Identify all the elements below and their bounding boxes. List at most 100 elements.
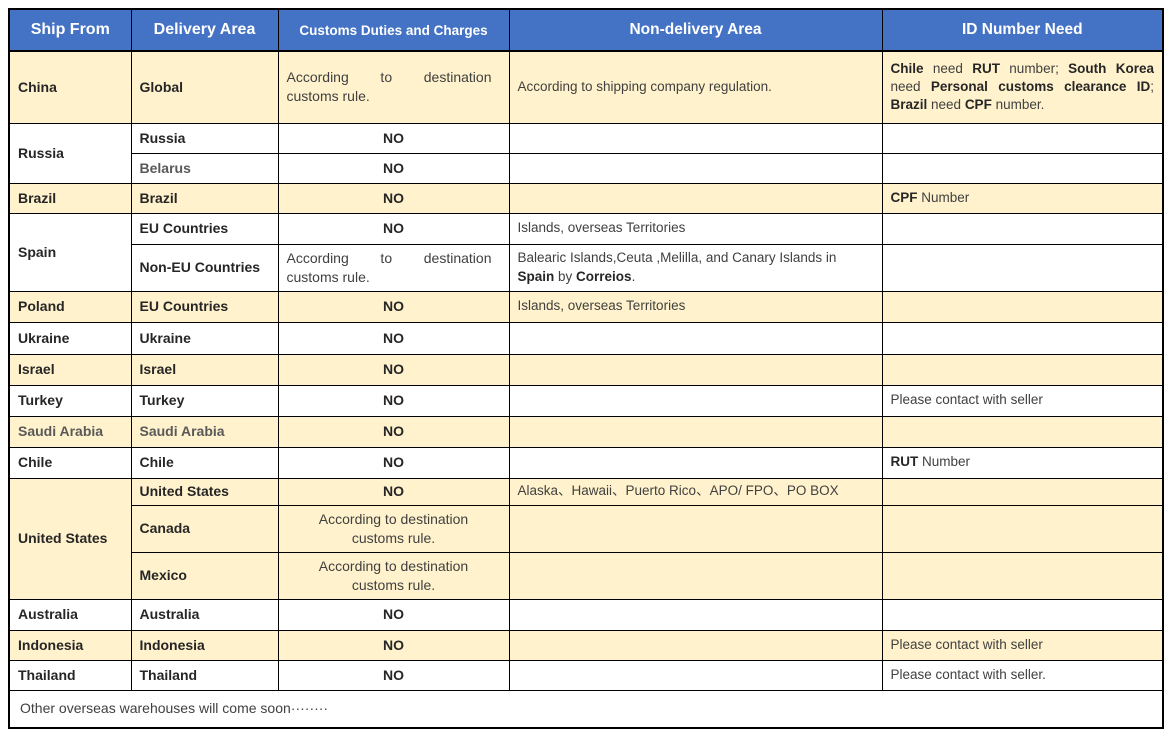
cell-text-bold: CPF <box>964 97 992 113</box>
cell-non-delivery-area <box>508 504 883 553</box>
cell-id-number-need: RUT Number <box>881 446 1164 479</box>
cell-text: Islands, overseas Territories <box>517 298 686 314</box>
cell-customs-duties: NO <box>277 446 510 479</box>
cell-non-delivery-area <box>508 122 883 154</box>
cell-customs-duties: NO <box>277 598 510 631</box>
col-header-id-number-need: ID Number Need <box>881 8 1164 52</box>
cell-text-bold: RUT <box>890 454 919 470</box>
cell-text-bold: Spain <box>517 268 555 284</box>
table-row: Turkey Turkey NO Please contact with seller <box>8 384 1164 417</box>
cell-delivery-area: Indonesia <box>130 629 279 661</box>
table-row: Australia Australia NO <box>8 598 1164 631</box>
cell-id-number-need <box>881 243 1164 292</box>
cell-id-number-need: Please contact with seller. <box>881 659 1164 691</box>
cell-non-delivery-area <box>508 182 883 214</box>
cell-id-number-need <box>881 415 1164 448</box>
cell-non-delivery-area: According to shipping company regulation… <box>508 50 883 124</box>
table-row: Non-EU Countries According to destination… <box>9 243 1164 292</box>
cell-customs-duties: NO <box>277 212 510 245</box>
cell-id-number-need <box>881 353 1164 386</box>
cell-text: number. <box>991 97 1045 113</box>
cell-text: . <box>631 268 636 284</box>
cell-non-delivery-area <box>508 446 883 479</box>
table-row: Mexico According to destination customs r… <box>9 551 1164 600</box>
cell-text-bold: Correios <box>576 268 632 284</box>
cell-text: Number <box>918 454 971 470</box>
cell-non-delivery-area <box>508 598 883 631</box>
cell-non-delivery-area: Alaska、Hawaii、Puerto Rico、APO/ FPO、PO BO… <box>508 477 883 506</box>
cell-id-number-need <box>881 321 1164 355</box>
col-header-ship-from: Ship From <box>8 8 132 52</box>
cell-delivery-area: United States <box>130 477 279 506</box>
cell-non-delivery-area: Islands, overseas Territories <box>508 290 883 323</box>
col-header-delivery-area: Delivery Area <box>130 8 279 52</box>
cell-ship-from: Turkey <box>8 384 132 417</box>
cell-delivery-area: Thailand <box>130 659 279 691</box>
cell-text: need <box>923 60 973 76</box>
cell-customs-duties: According to destination customs rule. <box>277 551 510 600</box>
cell-non-delivery-area <box>508 629 883 661</box>
cell-text: According to shipping company regulation… <box>517 79 772 95</box>
cell-text: Please contact with seller <box>890 636 1043 652</box>
table-row: Brazil Brazil NO CPF Number <box>8 182 1164 214</box>
cell-text: Balearic Islands,Ceuta ,Melilla, and Can… <box>517 250 837 266</box>
cell-text: Please contact with seller. <box>890 666 1046 682</box>
footer-row: Other overseas warehouses will come soon… <box>8 689 1164 729</box>
cell-id-number-need <box>881 290 1164 323</box>
cell-text-bold: Chile <box>890 60 924 76</box>
cell-non-delivery-area <box>508 415 883 448</box>
cell-customs-duties: According to destination customs rule. <box>277 243 510 292</box>
cell-ship-from: Poland <box>8 290 132 323</box>
cell-delivery-area: Saudi Arabia <box>130 415 279 448</box>
cell-non-delivery-area: Islands, overseas Territories <box>508 212 883 245</box>
cell-non-delivery-area <box>508 353 883 386</box>
cell-customs-duties: NO <box>277 122 510 154</box>
cell-text: Alaska、Hawaii、Puerto Rico、APO/ FPO、PO BO… <box>517 483 839 499</box>
cell-delivery-area: Brazil <box>130 182 279 214</box>
shipping-table-wrap: Ship From Delivery Area Customs Duties a… <box>8 8 1164 729</box>
table-row: Spain EU Countries NO Islands, overseas Ter… <box>8 212 1164 292</box>
cell-customs-duties: NO <box>277 353 510 386</box>
cell-customs-duties: NO <box>277 321 510 355</box>
cell-customs-duties: NO <box>277 182 510 214</box>
cell-delivery-area: Russia <box>130 122 279 154</box>
cell-id-number-need <box>881 152 1164 184</box>
cell-text: by <box>554 268 577 284</box>
shipping-table: Ship From Delivery Area Customs Duties a… <box>8 8 1164 729</box>
footer-note: Other overseas warehouses will come soon… <box>8 689 1164 729</box>
table-row: Russia Russia NO <box>8 122 1164 184</box>
cell-customs-duties: NO <box>277 629 510 661</box>
cell-text: According to destination customs rule. <box>286 249 492 285</box>
col-header-non-delivery-area: Non-delivery Area <box>508 8 883 52</box>
cell-ship-from: Indonesia <box>8 629 132 661</box>
cell-ship-from: Ukraine <box>8 321 132 355</box>
table-row: Poland EU Countries NO Islands, overseas Te… <box>8 290 1164 323</box>
cell-text-bold: Brazil <box>890 97 928 113</box>
cell-text: According to destination customs rule. <box>318 510 469 546</box>
cell-delivery-area: Israel <box>130 353 279 386</box>
cell-id-number-need <box>881 122 1164 154</box>
cell-ship-from: Israel <box>8 353 132 386</box>
cell-ship-from: Australia <box>8 598 132 631</box>
cell-non-delivery-area: Balearic Islands,Ceuta ,Melilla, and Can… <box>508 243 883 292</box>
cell-ship-from: China <box>8 50 132 124</box>
cell-text-bold: CPF <box>890 189 918 205</box>
cell-customs-duties: According to destination customs rule. <box>277 504 510 553</box>
cell-non-delivery-area <box>508 551 883 600</box>
table-row: Saudi Arabia Saudi Arabia NO <box>8 415 1164 448</box>
cell-delivery-area: Non-EU Countries <box>130 243 279 292</box>
cell-delivery-area: Chile <box>130 446 279 479</box>
table-row: China Global According to destination cust… <box>8 50 1164 124</box>
cell-customs-duties: NO <box>277 384 510 417</box>
cell-ship-from: Chile <box>8 446 132 479</box>
cell-non-delivery-area <box>508 321 883 355</box>
table-row: Chile Chile NO RUT Number <box>8 446 1164 479</box>
table-body: China Global According to destination cust… <box>8 50 1164 691</box>
cell-id-number-need: Chile need RUT number; South Korea need … <box>881 50 1164 124</box>
cell-id-number-need <box>881 551 1164 600</box>
col-header-customs-duties: Customs Duties and Charges <box>277 8 510 52</box>
cell-text: need <box>890 79 931 95</box>
cell-delivery-area: Turkey <box>130 384 279 417</box>
cell-text: Islands, overseas Territories <box>517 220 686 236</box>
